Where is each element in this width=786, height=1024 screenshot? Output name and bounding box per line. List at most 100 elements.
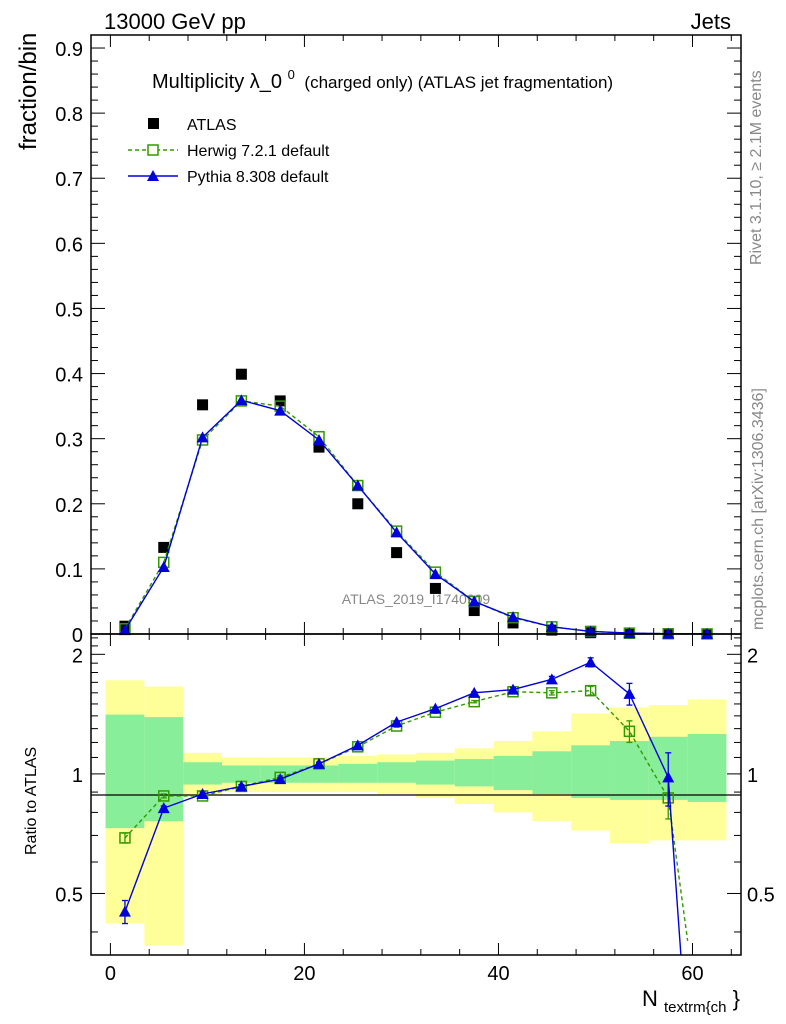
herwig-ratio-point <box>623 725 636 738</box>
main-series <box>118 368 714 640</box>
rivet-label: Rivet 3.1.10, ≥ 2.1M events <box>748 70 765 265</box>
pythia-point <box>468 595 481 607</box>
ratio-y-tick-label: 1 <box>72 765 83 787</box>
y-tick-label: 0.6 <box>55 234 83 256</box>
ratio-y-tick-label: 0.5 <box>55 884 83 906</box>
band-stat <box>299 765 339 783</box>
watermark: ATLAS_2019_I1740909 <box>342 591 491 607</box>
x-axis-label: N textrm{ch } <box>642 986 740 1017</box>
series-line <box>124 399 708 635</box>
legend-marker-herwig <box>147 144 159 156</box>
band-stat <box>571 745 611 798</box>
herwig-ratio-point <box>119 832 131 844</box>
pythia-ratio-point <box>584 656 597 668</box>
x-axis-label-tail: } <box>733 986 740 1011</box>
main-y-axis: 0 0.1 0.2 0.3 0.4 0.5 0.6 0.7 0.8 0.9 <box>55 35 741 647</box>
pythia-point <box>429 568 442 580</box>
pythia-ratio-point <box>118 905 131 917</box>
pythia-point <box>118 624 131 636</box>
mcplots-label: mcplots.cern.ch [arXiv:1306.3436] <box>750 388 767 630</box>
atlas-point <box>429 582 441 594</box>
herwig-ratio-point <box>584 684 597 697</box>
pythia-ratio-point <box>351 739 364 751</box>
band-stat <box>105 714 145 829</box>
x-tick-label: 0 <box>105 963 116 985</box>
header-energy: 13000 GeV pp <box>104 9 246 34</box>
pythia-ratio-point <box>196 787 209 799</box>
atlas-point <box>158 541 170 553</box>
y-tick-label: 0.2 <box>55 495 83 517</box>
band-stat <box>377 762 416 783</box>
ratio-panel: 0.5 0.51 12 20 20 40 60 Ratio to ATLAS N textr… <box>23 633 775 1017</box>
herwig-ratio-point <box>158 790 170 802</box>
atlas-point <box>352 498 364 510</box>
pythia-point <box>274 404 287 416</box>
ratio-series <box>118 656 689 955</box>
pythia-ratio-point <box>623 687 636 699</box>
band-stat <box>493 755 533 791</box>
pythia-ratio-point <box>507 683 520 695</box>
legend-marker-pythia <box>147 170 159 181</box>
pythia-point <box>312 433 325 445</box>
band-stat <box>183 762 222 785</box>
herwig-ratio-point <box>546 687 558 699</box>
main-panel: 0 0.1 0.2 0.3 0.4 0.5 0.6 0.7 0.8 0.9 fraction/bi… <box>15 33 742 647</box>
ratio-y-tick-label-right: 2 <box>747 645 758 667</box>
band-stat <box>454 759 494 787</box>
ratio-y-tick-label: 2 <box>72 645 83 667</box>
pythia-point <box>623 627 636 639</box>
pythia-point <box>235 394 248 406</box>
pythia-ratio-point <box>390 716 403 728</box>
atlas-point <box>391 547 403 559</box>
legend-label-pythia: Pythia 8.308 default <box>187 169 329 186</box>
chart-title: Multiplicity λ_0 0 (charged only) (ATLAS… <box>152 62 613 93</box>
x-axis-label-sub: textrm{ch <box>664 999 727 1016</box>
legend-entry-herwig: Herwig 7.2.1 default <box>128 143 330 160</box>
band-stat <box>610 741 649 800</box>
pythia-ratio-point <box>274 773 287 785</box>
pythia-ratio-point <box>545 673 558 685</box>
y-tick-label: 0.5 <box>55 299 83 321</box>
pythia-point <box>351 479 364 491</box>
pythia-point <box>662 627 675 639</box>
ratio-frame <box>90 633 742 956</box>
main-y-axis-label: fraction/bin <box>15 33 42 150</box>
y-tick-label: 0.8 <box>55 104 83 126</box>
atlas-point <box>468 605 480 617</box>
pythia-point <box>507 611 520 623</box>
pythia-ratio-point <box>429 702 442 714</box>
ratio-line <box>124 689 689 941</box>
pythia-ratio-point <box>235 780 248 792</box>
y-tick-label: 0 <box>72 625 83 647</box>
band-stat <box>532 751 572 794</box>
atlas-point <box>235 368 247 380</box>
y-tick-label: 0.7 <box>55 169 83 191</box>
pythia-point <box>390 526 403 538</box>
x-tick-label: 20 <box>293 963 315 985</box>
y-tick-label: 0.4 <box>55 365 83 387</box>
pythia-ratio-point <box>312 757 325 769</box>
atlas-point <box>197 399 209 411</box>
legend-label-herwig: Herwig 7.2.1 default <box>187 143 330 160</box>
atlas-point <box>313 441 325 453</box>
legend: ATLAS Herwig 7.2.1 default Pythia 8.308 … <box>128 117 330 186</box>
header-process: Jets <box>691 9 731 34</box>
y-tick-label: 0.1 <box>55 560 83 582</box>
band-stat <box>338 763 378 783</box>
ratio-series-group <box>118 656 689 955</box>
y-tick-label: 0.3 <box>55 430 83 452</box>
legend-label-atlas: ATLAS <box>187 117 237 134</box>
uncertainty-bands <box>105 680 727 946</box>
pythia-ratio-point <box>468 686 481 698</box>
chart-title-suffix: (charged only) (ATLAS jet fragmentation) <box>304 73 613 92</box>
legend-marker-atlas <box>148 118 159 129</box>
x-tick-label: 60 <box>681 963 703 985</box>
band-stat <box>416 760 455 785</box>
legend-entry-atlas: ATLAS <box>148 117 237 134</box>
ratio-y-axis-label: Ratio to ATLAS <box>23 747 40 855</box>
pythia-ratio-point <box>157 802 170 814</box>
y-tick-label: 0.9 <box>55 39 83 61</box>
ratio-y-tick-label-right: 0.5 <box>747 884 775 906</box>
x-tick-label: 40 <box>487 963 509 985</box>
